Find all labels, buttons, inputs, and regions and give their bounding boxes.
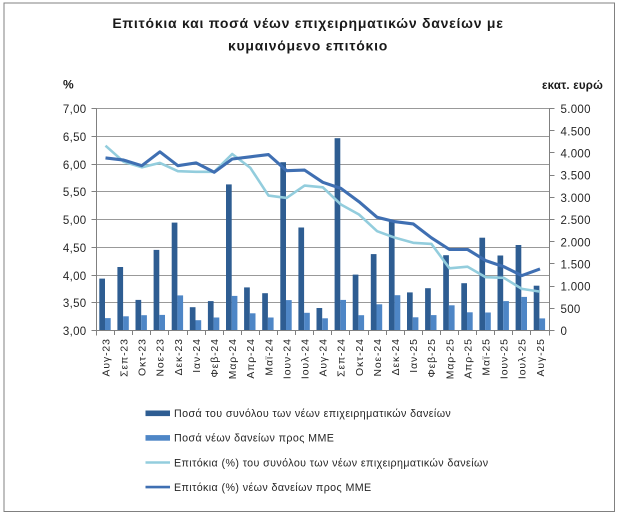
svg-text:Νοε-23: Νοε-23 bbox=[156, 338, 167, 376]
svg-text:Επιτόκια (%) του συνόλου των ν: Επιτόκια (%) του συνόλου των νέων επιχει… bbox=[174, 457, 488, 469]
svg-text:Ιουν-24: Ιουν-24 bbox=[282, 338, 293, 379]
svg-text:2.000: 2.000 bbox=[561, 237, 591, 249]
svg-text:Δεκ-23: Δεκ-23 bbox=[174, 338, 185, 375]
svg-text:Ιουλ-24: Ιουλ-24 bbox=[300, 338, 311, 379]
svg-text:3.000: 3.000 bbox=[561, 193, 591, 205]
svg-text:5,50: 5,50 bbox=[63, 187, 87, 199]
svg-text:Δεκ-24: Δεκ-24 bbox=[391, 338, 402, 375]
svg-text:Μαϊ-24: Μαϊ-24 bbox=[264, 338, 275, 375]
svg-text:Επιτόκια και ποσά νέων επιχειρ: Επιτόκια και ποσά νέων επιχειρηματικών δ… bbox=[112, 15, 503, 31]
svg-text:3,50: 3,50 bbox=[63, 298, 87, 310]
svg-text:%: % bbox=[63, 78, 74, 92]
svg-text:Αυγ-23: Αυγ-23 bbox=[101, 338, 112, 376]
svg-text:Ιαν-24: Ιαν-24 bbox=[192, 338, 203, 373]
svg-text:500: 500 bbox=[561, 304, 581, 316]
svg-text:0: 0 bbox=[561, 326, 568, 338]
svg-text:Σεπ-24: Σεπ-24 bbox=[337, 338, 348, 377]
svg-text:Φεβ-24: Φεβ-24 bbox=[210, 338, 221, 377]
svg-text:4,00: 4,00 bbox=[63, 271, 87, 283]
svg-text:4.500: 4.500 bbox=[561, 126, 591, 138]
svg-text:εκατ. ευρώ: εκατ. ευρώ bbox=[542, 80, 603, 92]
svg-text:Ιαν-25: Ιαν-25 bbox=[409, 338, 420, 373]
svg-text:5,00: 5,00 bbox=[63, 215, 87, 227]
svg-text:3.500: 3.500 bbox=[561, 171, 591, 183]
svg-text:κυμαινόμενο επιτόκιο: κυμαινόμενο επιτόκιο bbox=[228, 38, 388, 54]
svg-text:Απρ-25: Απρ-25 bbox=[463, 338, 474, 378]
svg-text:7,00: 7,00 bbox=[63, 104, 87, 116]
svg-text:Ιουλ-25: Ιουλ-25 bbox=[518, 338, 529, 379]
svg-text:Οκτ-23: Οκτ-23 bbox=[138, 338, 149, 376]
svg-text:Αυγ-25: Αυγ-25 bbox=[536, 338, 547, 376]
svg-text:Ιουν-25: Ιουν-25 bbox=[500, 338, 511, 379]
svg-text:Επιτόκια (%) νέων δανείων προς: Επιτόκια (%) νέων δανείων προς ΜΜΕ bbox=[174, 482, 372, 494]
svg-text:Μαϊ-25: Μαϊ-25 bbox=[482, 338, 493, 375]
svg-text:1.500: 1.500 bbox=[561, 260, 591, 272]
svg-text:Ποσά του συνόλου των νέων επιχ: Ποσά του συνόλου των νέων επιχειρηματικώ… bbox=[174, 408, 451, 420]
svg-text:1.000: 1.000 bbox=[561, 282, 591, 294]
svg-text:5.000: 5.000 bbox=[561, 104, 591, 116]
svg-text:Νοε-24: Νοε-24 bbox=[373, 338, 384, 376]
svg-text:Ποσά νέων δανείων προς ΜΜΕ: Ποσά νέων δανείων προς ΜΜΕ bbox=[174, 433, 334, 445]
svg-text:4,50: 4,50 bbox=[63, 243, 87, 255]
svg-text:Απρ-24: Απρ-24 bbox=[246, 338, 257, 378]
svg-text:2.500: 2.500 bbox=[561, 215, 591, 227]
svg-text:6,00: 6,00 bbox=[63, 160, 87, 172]
svg-text:Σεπ-23: Σεπ-23 bbox=[120, 338, 131, 377]
svg-text:3,00: 3,00 bbox=[63, 326, 87, 338]
svg-text:Οκτ-24: Οκτ-24 bbox=[355, 338, 366, 376]
svg-text:Μαρ-24: Μαρ-24 bbox=[228, 338, 239, 379]
svg-text:4.000: 4.000 bbox=[561, 149, 591, 161]
svg-text:Μαρ-25: Μαρ-25 bbox=[445, 338, 456, 379]
svg-text:Φεβ-25: Φεβ-25 bbox=[427, 338, 438, 377]
svg-text:Αυγ-24: Αυγ-24 bbox=[319, 338, 330, 376]
svg-text:6,50: 6,50 bbox=[63, 132, 87, 144]
